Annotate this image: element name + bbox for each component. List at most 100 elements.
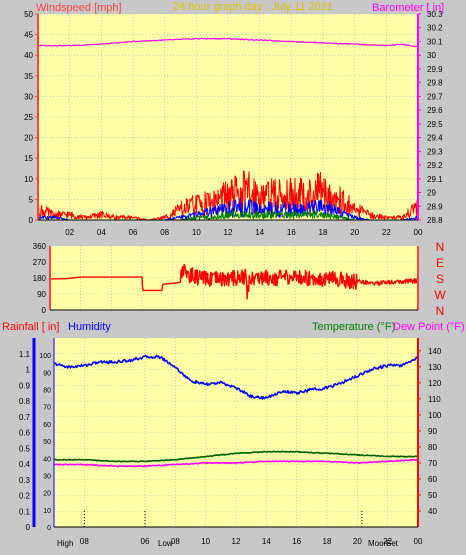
direction-tick-label: 90 [37, 290, 46, 299]
rainfall-tick-label: 0.8 [19, 397, 31, 406]
humidity-line [54, 354, 419, 400]
barometer-tick-label: 29.1 [427, 175, 443, 184]
temperature-tick-label: 60 [428, 475, 437, 484]
barometer-tick-label: 29.4 [427, 134, 443, 143]
wind-x-tick-label: 18 [319, 228, 328, 237]
barometer-tick-label: 30.1 [427, 37, 443, 46]
wind-tick-label: 50 [24, 10, 33, 19]
compass-tick-label: W [434, 288, 446, 302]
temperature-tick-label: 80 [428, 443, 437, 452]
barometer-tick-label: 29.6 [427, 106, 443, 115]
barometer-tick-label: 30 [427, 51, 436, 60]
wind-x-tick-label: 14 [255, 228, 264, 237]
wind-axis-label: Windspeed [mph] [36, 2, 122, 14]
barometer-axis-label: Barometer [ in] [372, 2, 444, 14]
wind-x-tick-label: 22 [382, 228, 391, 237]
rainfall-tick-label: 0.6 [19, 429, 31, 438]
rainfall-tick-label: 0.7 [19, 413, 31, 422]
humidity-tick-label: 60 [43, 422, 51, 429]
temperature-tick-label: 90 [428, 427, 437, 436]
humidity-tick-label: 70 [43, 405, 51, 412]
rainfall-tick-label: 0.1 [19, 507, 31, 516]
dewpoint-line [53, 458, 419, 468]
temperature-tick-label: 50 [428, 491, 437, 500]
direction-tick-label: 0 [42, 306, 47, 315]
temperature-tick-label: 120 [428, 379, 442, 388]
temperature-tick-label: 100 [428, 411, 442, 420]
humidity-tick-label: 20 [43, 491, 51, 498]
rain-x-tick-label: 00 [414, 537, 423, 546]
wind-tick-label: 30 [24, 92, 33, 101]
rainfall-tick-label: 0.9 [19, 381, 31, 390]
barometer-tick-label: 30.2 [427, 24, 443, 33]
compass-tick-label: E [436, 256, 444, 270]
rain-x-tick-label: 16 [292, 537, 301, 546]
temperature-line [53, 450, 419, 463]
humidity-tick-label: 10 [43, 508, 51, 515]
direction-tick-label: 360 [33, 242, 47, 251]
set-annotation: Set [386, 539, 399, 548]
wind-tick-label: 35 [24, 72, 33, 81]
wind-tick-label: 40 [24, 51, 33, 60]
dewpoint-axis-label: Dew Point (°F) [393, 321, 465, 333]
barometer-tick-label: 29.8 [427, 79, 443, 88]
rainfall-tick-label: 0 [26, 523, 31, 532]
moon-annotation: Moon [368, 539, 388, 548]
graph-title: 24 hour graph day : July 11 2021 [173, 1, 333, 13]
wind-x-tick-label: 10 [192, 228, 201, 237]
barometer-tick-label: 29.7 [427, 92, 443, 101]
humidity-tick-label: 90 [43, 370, 51, 377]
rain-x-tick-label: 12 [232, 537, 241, 546]
rain-x-tick-label: 22 [383, 537, 392, 546]
barometer-tick-label: 30.3 [427, 10, 443, 19]
rain-x-tick-label: 18 [323, 537, 332, 546]
rain-x-tick-label: 08 [80, 537, 89, 546]
temperature-tick-label: 110 [428, 395, 441, 404]
barometer-tick-label: 29 [427, 189, 436, 198]
temperature-tick-label: 130 [428, 363, 442, 372]
high-annotation: High [57, 539, 73, 548]
wind-gust-line [37, 170, 419, 221]
wind-direction-line [49, 263, 419, 300]
temperature-tick-label: 40 [428, 507, 437, 516]
barometer-tick-label: 29.2 [427, 161, 443, 170]
wind-x-tick-label: 08 [160, 228, 169, 237]
wind-tick-label: 25 [24, 113, 33, 122]
barometer-tick-label: 29.5 [427, 120, 443, 129]
rainfall-axis-label: Rainfall [ in] [2, 321, 59, 333]
wind-x-tick-label: 04 [97, 228, 106, 237]
temperature-tick-label: 140 [428, 347, 442, 356]
rainfall-tick-label: 1.1 [19, 350, 31, 359]
rainfall-tick-label: 0.3 [19, 476, 31, 485]
wind-x-tick-label: 16 [287, 228, 296, 237]
plot-backgrounds [38, 14, 418, 527]
humidity-tick-label: 50 [43, 439, 51, 446]
wind-x-tick-label: 06 [129, 228, 138, 237]
barometer-tick-label: 29.9 [427, 65, 443, 74]
humidity-axis-label: Humidity [68, 321, 111, 333]
wind-x-tick-label: 20 [350, 228, 359, 237]
direction-tick-label: 180 [33, 274, 47, 283]
wind-x-tick-label: 12 [224, 228, 233, 237]
compass-tick-label: N [436, 304, 445, 318]
rainfall-tick-label: 0.5 [19, 444, 31, 453]
rain-x-tick-label: 14 [262, 537, 271, 546]
humidity-tick-label: 30 [43, 473, 51, 480]
barometer-line [37, 37, 419, 48]
humidity-tick-label: 80 [43, 388, 51, 395]
wind-tick-label: 5 [29, 195, 34, 204]
compass-tick-label: S [436, 272, 444, 286]
rainfall-tick-label: 0.2 [19, 492, 31, 501]
wind-tick-label: 15 [24, 154, 33, 163]
wind-x-tick-label: 00 [414, 228, 423, 237]
wind-tick-label: 0 [29, 216, 34, 225]
axes [32, 13, 421, 528]
rain-x-tick-label: 08 [171, 537, 180, 546]
barometer-tick-label: 29.3 [427, 147, 443, 156]
wind-tick-label: 20 [24, 134, 33, 143]
direction-tick-label: 270 [33, 258, 47, 267]
rain-x-tick-label: 20 [353, 537, 362, 546]
rain-x-tick-label: 10 [201, 537, 210, 546]
tick-labels: 0510152025303540455028.828.92929.129.229… [19, 10, 446, 546]
